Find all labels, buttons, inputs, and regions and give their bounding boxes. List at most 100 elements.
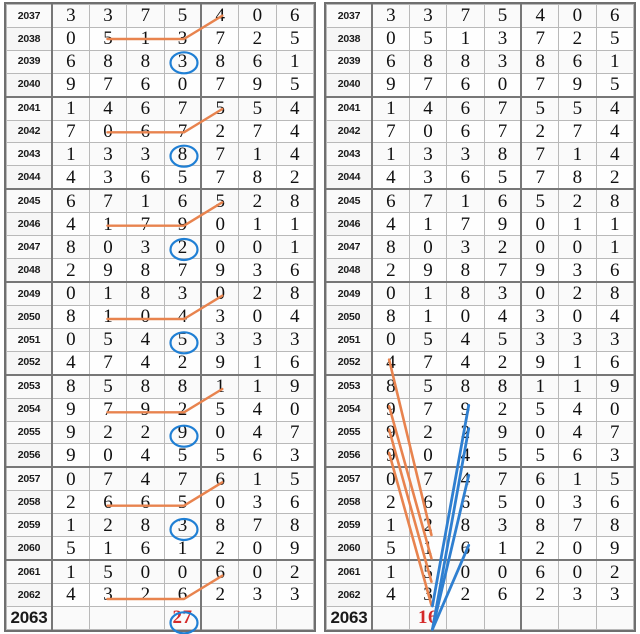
digit-cell[interactable]: 2 [51, 490, 90, 515]
digit-cell[interactable]: 0 [238, 4, 277, 28]
digit-cell[interactable]: 5 [483, 490, 522, 515]
digit-cell[interactable]: 3 [275, 327, 315, 352]
digit-cell[interactable]: 8 [371, 374, 410, 399]
digit-cell[interactable]: 7 [88, 188, 128, 214]
digit-cell[interactable]: 5 [200, 96, 240, 121]
digit-cell[interactable]: 0 [558, 4, 597, 28]
table-row[interactable]: 2051 0 5 4 5 3 3 3 [6, 327, 315, 352]
digit-cell[interactable]: 6 [520, 466, 560, 492]
digit-cell[interactable]: 4 [371, 583, 410, 607]
table-row[interactable]: 2037 3 3 7 5 4 0 6 [326, 4, 635, 28]
digit-cell[interactable]: 2 [446, 420, 485, 445]
digit-cell[interactable]: 1 [51, 559, 90, 585]
digit-cell[interactable]: 4 [126, 443, 165, 469]
digit-cell[interactable]: 6 [51, 49, 90, 74]
digit-cell[interactable]: 7 [520, 72, 560, 98]
digit-cell[interactable]: 1 [200, 374, 240, 399]
digit-cell[interactable]: 3 [275, 583, 315, 607]
digit-cell[interactable]: 9 [520, 350, 560, 376]
digit-cell[interactable]: 2 [371, 490, 410, 515]
digit-cell[interactable]: 0 [408, 443, 448, 469]
digit-cell[interactable]: 8 [275, 513, 315, 538]
digit-cell[interactable]: 1 [126, 188, 165, 214]
digit-cell[interactable]: 9 [163, 420, 202, 445]
digit-cell[interactable]: 0 [483, 559, 522, 585]
digit-cell[interactable]: 0 [558, 536, 597, 562]
table-row[interactable]: 2050 8 1 0 4 3 0 4 [326, 304, 635, 329]
digit-cell[interactable]: 6 [126, 119, 165, 144]
digit-cell[interactable]: 9 [483, 420, 522, 445]
digit-cell[interactable]: 5 [200, 443, 240, 469]
digit-cell[interactable]: 1 [238, 212, 277, 237]
digit-cell[interactable]: 5 [163, 4, 202, 28]
table-row[interactable]: 2057 0 7 4 7 6 1 5 [326, 466, 635, 492]
table-row[interactable]: 2059 1 2 8 3 8 7 8 [6, 513, 315, 538]
digit-cell[interactable]: 2 [88, 513, 128, 538]
digit-cell[interactable]: 0 [483, 72, 522, 98]
digit-cell[interactable]: 5 [520, 96, 560, 121]
digit-cell[interactable]: 6 [238, 443, 277, 469]
table-row[interactable]: 2042 7 0 6 7 2 7 4 [326, 119, 635, 144]
digit-cell[interactable]: 3 [238, 583, 277, 607]
digit-cell[interactable]: 4 [51, 165, 90, 191]
digit-cell[interactable]: 4 [446, 350, 485, 376]
digit-cell[interactable]: 8 [200, 49, 240, 74]
digit-cell[interactable]: 4 [446, 443, 485, 469]
digit-cell[interactable] [275, 605, 315, 631]
digit-cell[interactable]: 4 [595, 304, 635, 329]
digit-cell[interactable] [520, 605, 560, 631]
digit-cell[interactable]: 1 [408, 281, 448, 306]
digit-cell[interactable]: 9 [126, 397, 165, 422]
digit-cell[interactable]: 2 [595, 165, 635, 191]
digit-cell[interactable]: 3 [126, 235, 165, 260]
digit-cell[interactable]: 4 [595, 119, 635, 144]
digit-cell[interactable]: 4 [51, 212, 90, 237]
digit-cell[interactable]: 3 [88, 142, 128, 167]
digit-cell[interactable]: 7 [520, 165, 560, 191]
digit-cell[interactable]: 3 [163, 281, 202, 306]
digit-cell[interactable]: 0 [371, 26, 410, 51]
digit-cell[interactable]: 6 [371, 188, 410, 214]
digit-cell[interactable]: 8 [88, 49, 128, 74]
digit-cell[interactable]: 7 [200, 142, 240, 167]
digit-cell[interactable]: 0 [520, 212, 560, 237]
table-row[interactable]: 2061 1 5 0 0 6 0 2 [6, 559, 315, 585]
digit-cell[interactable]: 7 [595, 420, 635, 445]
digit-cell[interactable] [595, 605, 635, 631]
digit-cell[interactable]: 1 [446, 188, 485, 214]
table-row[interactable]: 2039 6 8 8 3 8 6 1 [6, 49, 315, 74]
digit-cell[interactable]: 3 [275, 443, 315, 469]
digit-cell[interactable]: 9 [200, 350, 240, 376]
digit-cell[interactable]: 1 [275, 235, 315, 260]
digit-cell[interactable]: 8 [595, 188, 635, 214]
digit-cell[interactable]: 7 [558, 513, 597, 538]
digit-cell[interactable]: 0 [520, 490, 560, 515]
digit-cell[interactable]: 0 [446, 559, 485, 585]
table-row[interactable]: 2063 27 [6, 605, 315, 631]
digit-cell[interactable]: 1 [520, 374, 560, 399]
digit-cell[interactable]: 0 [520, 235, 560, 260]
table-row[interactable]: 2043 1 3 3 8 7 1 4 [6, 142, 315, 167]
table-row[interactable]: 2055 9 2 2 9 0 4 7 [326, 420, 635, 445]
digit-cell[interactable]: 3 [163, 513, 202, 538]
digit-cell[interactable]: 5 [408, 327, 448, 352]
digit-cell[interactable]: 3 [446, 235, 485, 260]
digit-cell[interactable]: 0 [51, 26, 90, 51]
digit-cell[interactable]: 9 [371, 443, 410, 469]
digit-cell[interactable]: 0 [238, 559, 277, 585]
digit-cell[interactable]: 4 [275, 96, 315, 121]
digit-cell[interactable]: 7 [408, 188, 448, 214]
digit-cell[interactable]: 7 [446, 212, 485, 237]
digit-cell[interactable]: 5 [520, 188, 560, 214]
digit-cell[interactable]: 7 [238, 119, 277, 144]
digit-cell[interactable]: 8 [126, 281, 165, 306]
digit-cell[interactable]: 9 [595, 374, 635, 399]
digit-cell[interactable]: 3 [483, 513, 522, 538]
digit-cell[interactable]: 7 [163, 258, 202, 284]
table-row[interactable]: 2060 5 1 6 1 2 0 9 [6, 536, 315, 562]
table-row[interactable]: 2047 8 0 3 2 0 0 1 [6, 235, 315, 260]
table-row[interactable]: 2056 9 0 4 5 5 6 3 [6, 443, 315, 469]
digit-cell[interactable]: 4 [238, 397, 277, 422]
digit-cell[interactable]: 6 [408, 490, 448, 515]
digit-cell[interactable]: 8 [163, 142, 202, 167]
